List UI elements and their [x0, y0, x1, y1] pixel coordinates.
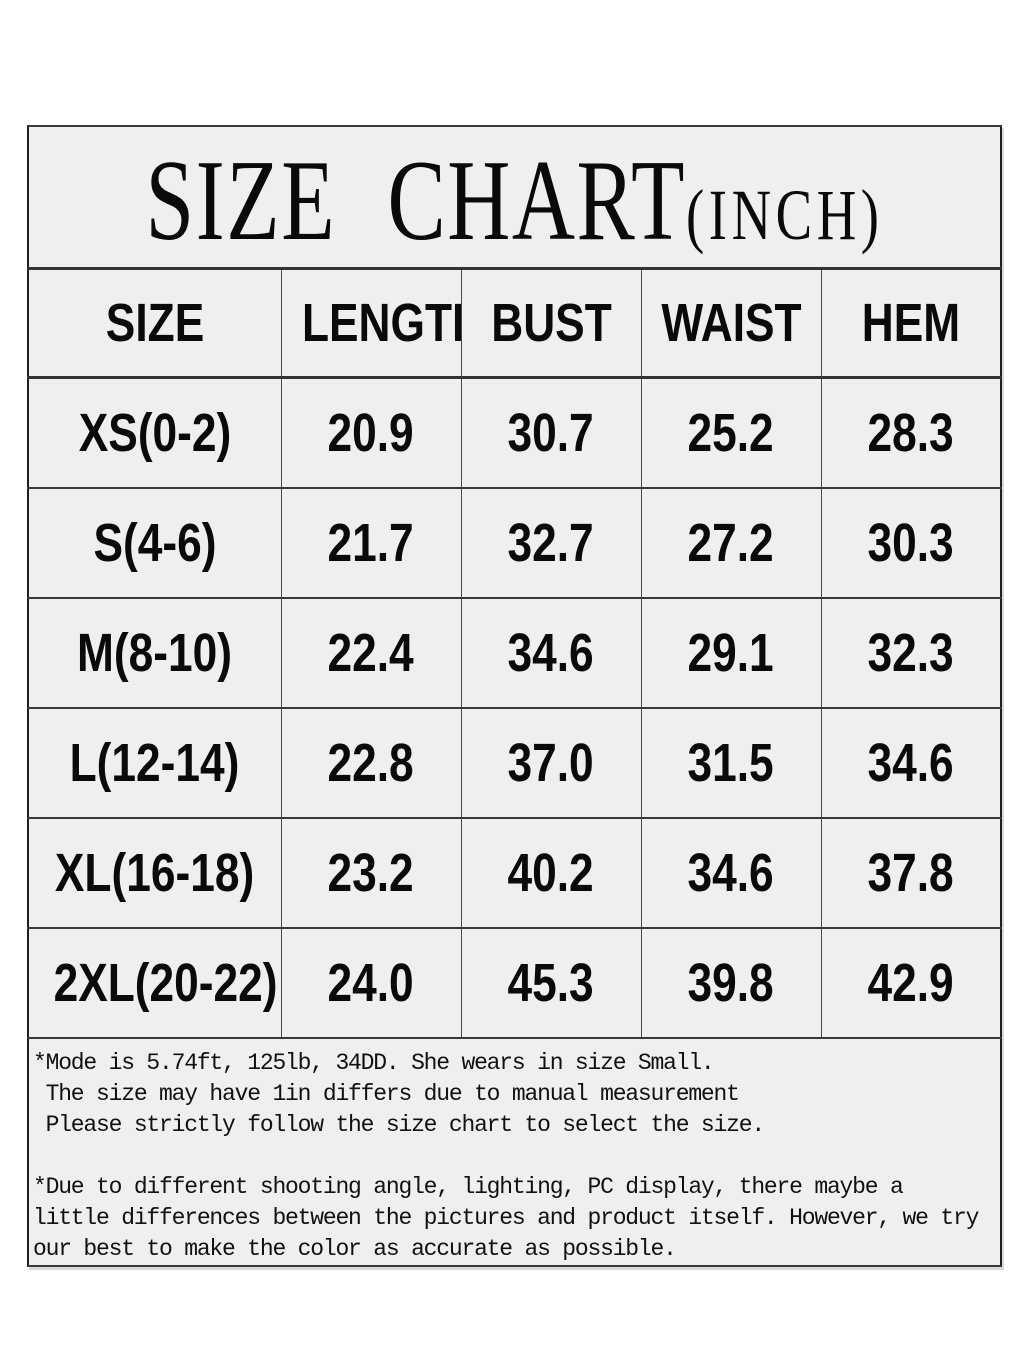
table-row-m: M(8-10) 22.4 34.6 29.1 32.3 — [27, 597, 1002, 709]
value-cell-length: 21.7 — [280, 487, 462, 599]
size-label-cell: L(12-14) — [27, 707, 282, 819]
title-cell: SIZE CHART(INCH) — [27, 125, 1002, 270]
header-row: SIZE LENGTH BUST WAIST HEM — [27, 267, 1002, 379]
column-header-bust: BUST — [460, 267, 642, 379]
value-cell-hem: 32.3 — [820, 597, 1002, 709]
value-cell-bust: 34.6 — [460, 597, 642, 709]
value-cell-length: 23.2 — [280, 817, 462, 929]
value-cell-bust: 30.7 — [460, 376, 642, 489]
value-cell-bust: 45.3 — [460, 927, 642, 1039]
value-cell-length: 24.0 — [280, 927, 462, 1039]
size-label-cell: 2XL(20-22) — [27, 927, 282, 1039]
table-row-2xl: 2XL(20-22) 24.0 45.3 39.8 42.9 — [27, 927, 1002, 1039]
value-cell-length: 22.4 — [280, 597, 462, 709]
column-header-waist: WAIST — [640, 267, 822, 379]
size-label-cell: XS(0-2) — [27, 376, 282, 489]
size-label-cell: S(4-6) — [27, 487, 282, 599]
value-cell-waist: 34.6 — [640, 817, 822, 929]
table-row-l: L(12-14) 22.8 37.0 31.5 34.6 — [27, 707, 1002, 819]
column-header-length: LENGTH — [280, 267, 462, 379]
value-cell-waist: 27.2 — [640, 487, 822, 599]
value-cell-waist: 25.2 — [640, 376, 822, 489]
value-cell-hem: 34.6 — [820, 707, 1002, 819]
value-cell-bust: 32.7 — [460, 487, 642, 599]
table-row-s: S(4-6) 21.7 32.7 27.2 30.3 — [27, 487, 1002, 599]
color-disclaimer-text: *Due to different shooting angle, lighti… — [33, 1174, 979, 1262]
column-header-hem: HEM — [820, 267, 1002, 379]
value-cell-hem: 30.3 — [820, 487, 1002, 599]
value-cell-hem: 42.9 — [820, 927, 1002, 1039]
value-cell-length: 20.9 — [280, 376, 462, 489]
notes-row: *Mode is 5.74ft, 125lb, 34DD. She wears … — [27, 1037, 1002, 1267]
value-cell-length: 22.8 — [280, 707, 462, 819]
column-header-size: SIZE — [27, 267, 282, 379]
measurement-notes-cell: *Mode is 5.74ft, 125lb, 34DD. She wears … — [27, 1037, 1002, 1267]
size-label-cell: XL(16-18) — [27, 817, 282, 929]
model-note-text: *Mode is 5.74ft, 125lb, 34DD. She wears … — [33, 1050, 765, 1138]
value-cell-waist: 31.5 — [640, 707, 822, 819]
table-row-xl: XL(16-18) 23.2 40.2 34.6 37.8 — [27, 817, 1002, 929]
size-chart-table: SIZE CHART(INCH) SIZE LENGTH BUST WAIST … — [27, 125, 1003, 1267]
chart-unit-label: (INCH) — [686, 175, 884, 255]
value-cell-waist: 39.8 — [640, 927, 822, 1039]
size-label-cell: M(8-10) — [27, 597, 282, 709]
chart-title-group: SIZE CHART(INCH) — [145, 135, 884, 266]
chart-title: SIZE CHART — [145, 137, 687, 264]
value-cell-bust: 40.2 — [460, 817, 642, 929]
table-row-xs: XS(0-2) 20.9 30.7 25.2 28.3 — [27, 376, 1002, 489]
value-cell-bust: 37.0 — [460, 707, 642, 819]
value-cell-waist: 29.1 — [640, 597, 822, 709]
title-row: SIZE CHART(INCH) — [27, 125, 1002, 270]
value-cell-hem: 28.3 — [820, 376, 1002, 489]
value-cell-hem: 37.8 — [820, 817, 1002, 929]
